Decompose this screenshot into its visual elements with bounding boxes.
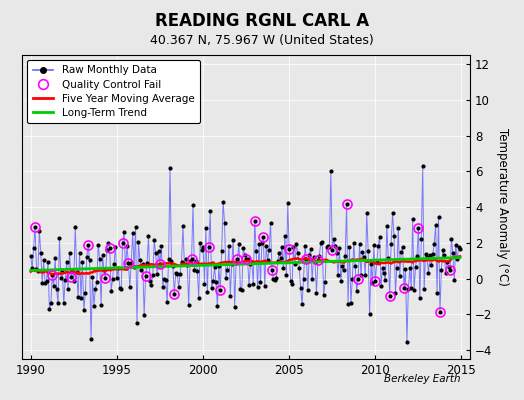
Text: 40.367 N, 75.967 W (United States): 40.367 N, 75.967 W (United States) — [150, 34, 374, 47]
Legend: Raw Monthly Data, Quality Control Fail, Five Year Moving Average, Long-Term Tren: Raw Monthly Data, Quality Control Fail, … — [27, 60, 200, 123]
Y-axis label: Temperature Anomaly (°C): Temperature Anomaly (°C) — [496, 128, 509, 286]
Text: Berkeley Earth: Berkeley Earth — [385, 374, 461, 384]
Text: READING RGNL CARL A: READING RGNL CARL A — [155, 12, 369, 30]
